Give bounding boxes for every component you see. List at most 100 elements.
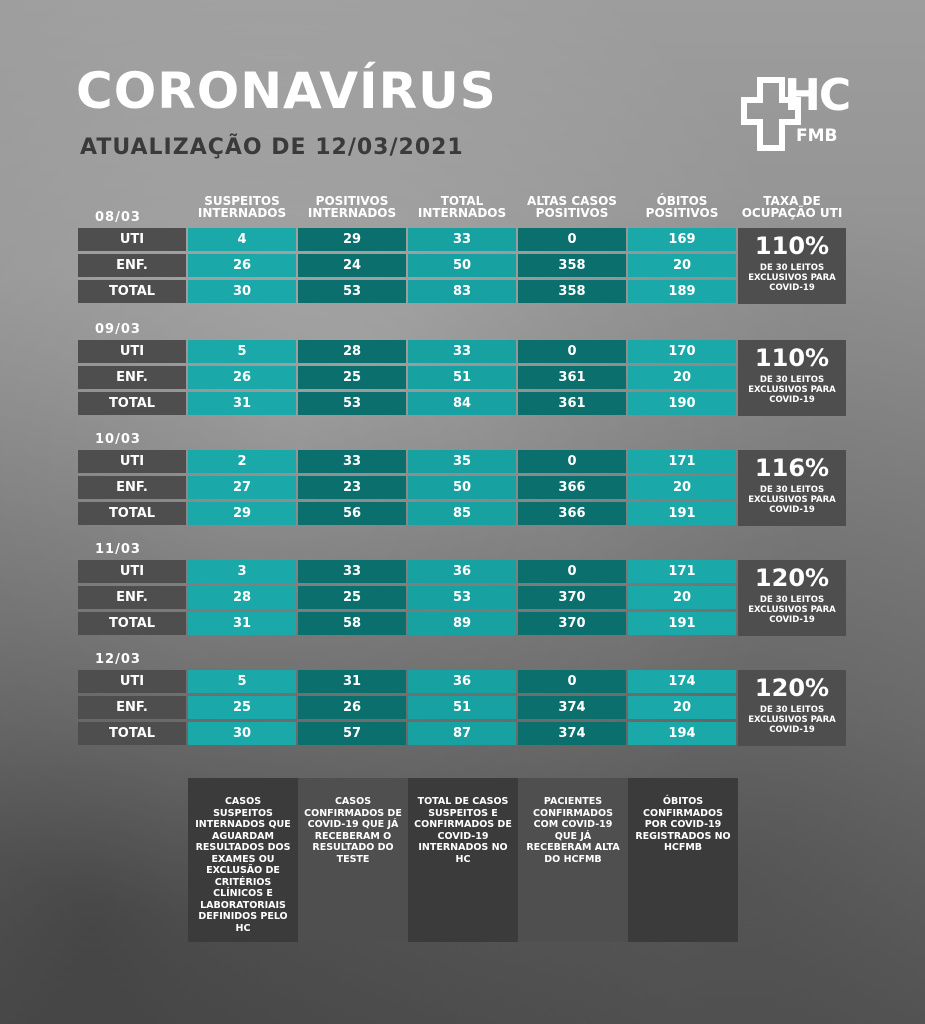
table-cell: 370 [518,612,626,635]
table-cell: 171 [628,560,736,583]
table-cell: 5 [188,340,296,363]
table-cell: 20 [628,254,736,277]
table-cell: 31 [298,670,406,693]
table-cell: 83 [408,280,516,303]
row-label: TOTAL [78,502,186,525]
table-cell: 27 [188,476,296,499]
row-label: ENF. [78,586,186,609]
table-cell: 33 [298,450,406,473]
table-cell: 35 [408,450,516,473]
table-cell: 25 [298,366,406,389]
table-cell: 374 [518,722,626,745]
occupancy-box: 116% DE 30 LEITOS EXCLUSIVOS PARA COVID-1… [738,450,846,526]
table-cell: 170 [628,340,736,363]
table-cell: 0 [518,560,626,583]
table-cell: 33 [408,228,516,251]
table-cell: 358 [518,280,626,303]
column-header-taxa: TAXA DE OCUPAÇÃO UTI [741,194,843,220]
table-cell: 33 [298,560,406,583]
table-cell: 26 [298,696,406,719]
table-cell: 57 [298,722,406,745]
date-label: 11/03 [95,542,141,557]
legend-total: TOTAL DE CASOS SUSPEITOS E CONFIRMADOS D… [408,778,518,942]
table-cell: 36 [408,670,516,693]
table-cell: 191 [628,612,736,635]
occupancy-box: 120% DE 30 LEITOS EXCLUSIVOS PARA COVID-1… [738,560,846,636]
legend-altas: PACIENTES CONFIRMADOS COM COVID-19 QUE J… [518,778,628,942]
table-cell: 366 [518,502,626,525]
cross-icon [741,77,801,151]
table-cell: 190 [628,392,736,415]
table-cell: 0 [518,228,626,251]
table-cell: 50 [408,254,516,277]
table-cell: 171 [628,450,736,473]
table-cell: 361 [518,366,626,389]
logo-hc-text: HC [784,70,851,121]
occupancy-percent: 116% [754,454,830,482]
row-label: TOTAL [78,722,186,745]
date-label: 12/03 [95,652,141,667]
table-cell: 361 [518,392,626,415]
row-label: TOTAL [78,612,186,635]
column-header-suspeitos: SUSPEITOS INTERNADOS [197,194,287,220]
table-cell: 56 [298,502,406,525]
legend-positivos: CASOS CONFIRMADOS DE COVID-19 QUE JÁ REC… [298,778,408,942]
column-header-positivos: POSITIVOS INTERNADOS [307,194,397,220]
table-cell: 0 [518,450,626,473]
table-cell: 3 [188,560,296,583]
date-label: 08/03 [95,210,141,225]
row-label: ENF. [78,476,186,499]
table-cell: 53 [298,392,406,415]
row-label: ENF. [78,366,186,389]
table-cell: 191 [628,502,736,525]
occupancy-percent: 120% [754,674,830,702]
table-cell: 366 [518,476,626,499]
table-cell: 30 [188,280,296,303]
table-cell: 0 [518,340,626,363]
table-cell: 4 [188,228,296,251]
table-cell: 5 [188,670,296,693]
table-cell: 33 [408,340,516,363]
table-cell: 36 [408,560,516,583]
table-cell: 194 [628,722,736,745]
occupancy-percent: 110% [754,344,830,372]
row-label: ENF. [78,696,186,719]
table-cell: 30 [188,722,296,745]
hc-fmb-logo: HC FMB [740,70,852,152]
occupancy-description: DE 30 LEITOS EXCLUSIVOS PARA COVID-19 [748,595,836,625]
table-cell: 20 [628,696,736,719]
table-cell: 31 [188,392,296,415]
row-label: TOTAL [78,280,186,303]
table-cell: 50 [408,476,516,499]
occupancy-description: DE 30 LEITOS EXCLUSIVOS PARA COVID-19 [748,485,836,515]
row-label: UTI [78,560,186,583]
occupancy-box: 110% DE 30 LEITOS EXCLUSIVOS PARA COVID-1… [738,228,846,304]
occupancy-box: 120% DE 30 LEITOS EXCLUSIVOS PARA COVID-1… [738,670,846,746]
row-label: UTI [78,670,186,693]
table-cell: 51 [408,696,516,719]
row-label: UTI [78,340,186,363]
row-label: ENF. [78,254,186,277]
column-header-altas: ALTAS CASOS POSITIVOS [527,194,617,220]
table-cell: 25 [298,586,406,609]
table-cell: 58 [298,612,406,635]
table-cell: 370 [518,586,626,609]
date-label: 09/03 [95,322,141,337]
page-subtitle: ATUALIZAÇÃO DE 12/03/2021 [80,135,464,160]
table-cell: 31 [188,612,296,635]
table-cell: 28 [188,586,296,609]
table-cell: 0 [518,670,626,693]
table-cell: 26 [188,254,296,277]
table-cell: 85 [408,502,516,525]
logo-fmb-text: FMB [796,126,838,146]
table-cell: 84 [408,392,516,415]
legend-suspeitos: CASOS SUSPEITOS INTERNADOS QUE AGUARDAM … [188,778,298,942]
row-label: UTI [78,450,186,473]
table-cell: 51 [408,366,516,389]
legend-obitos: ÓBITOS CONFIRMADOS POR COVID-19 REGISTRA… [628,778,738,942]
table-cell: 20 [628,366,736,389]
occupancy-description: DE 30 LEITOS EXCLUSIVOS PARA COVID-19 [748,705,836,735]
table-cell: 26 [188,366,296,389]
column-header-obitos: ÓBITOS POSITIVOS [645,194,719,220]
table-cell: 20 [628,476,736,499]
